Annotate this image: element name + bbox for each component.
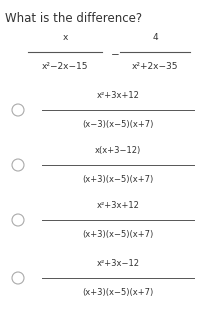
Text: 4: 4 — [152, 33, 158, 42]
Text: x²+2x−35: x²+2x−35 — [132, 62, 178, 71]
Text: x²−2x−15: x²−2x−15 — [42, 62, 88, 71]
Text: −: − — [111, 50, 119, 60]
Text: (x+3)(x−5)(x+7): (x+3)(x−5)(x+7) — [82, 230, 154, 239]
Text: x²+3x+12: x²+3x+12 — [97, 201, 139, 210]
Text: x²+3x+12: x²+3x+12 — [97, 91, 139, 100]
Text: x(x+3−12): x(x+3−12) — [95, 146, 141, 155]
Text: x: x — [62, 33, 68, 42]
Text: (x−3)(x−5)(x+7): (x−3)(x−5)(x+7) — [82, 120, 154, 129]
Text: (x+3)(x−5)(x+7): (x+3)(x−5)(x+7) — [82, 288, 154, 297]
Text: What is the difference?: What is the difference? — [5, 12, 142, 25]
Text: x²+3x−12: x²+3x−12 — [96, 259, 140, 268]
Text: (x+3)(x−5)(x+7): (x+3)(x−5)(x+7) — [82, 175, 154, 184]
